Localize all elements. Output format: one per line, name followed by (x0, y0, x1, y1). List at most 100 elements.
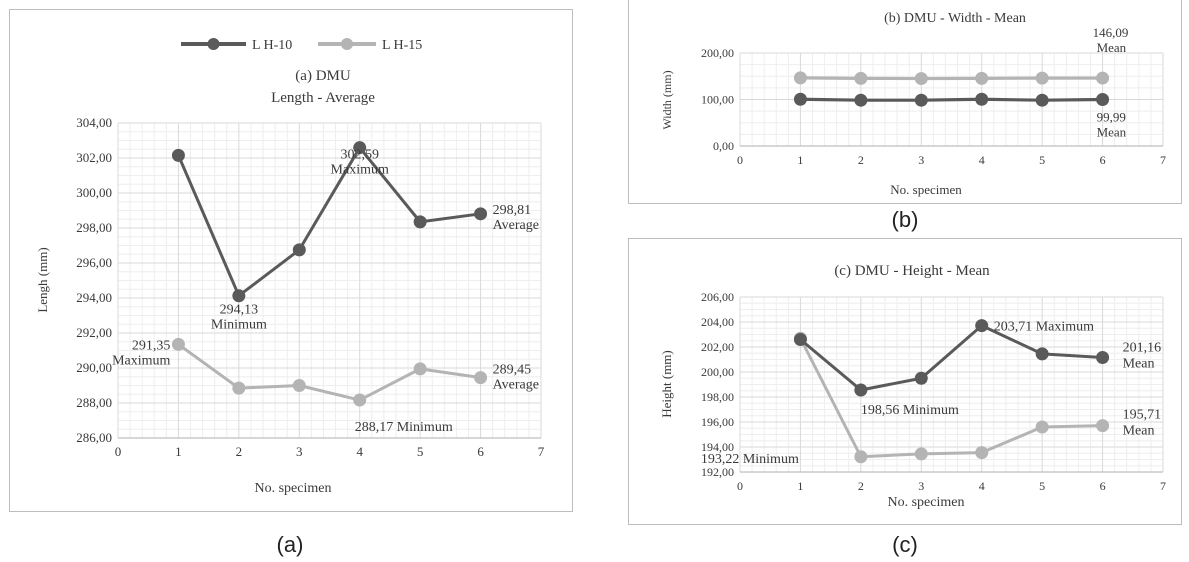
data-point (171, 148, 185, 162)
y-tick-label: 192,00 (701, 465, 734, 479)
data-point (474, 207, 488, 221)
x-axis-label: No. specimen (890, 182, 962, 197)
chart-a: 286,00 288,00 290,00 292,00 294,00 296,00 298,… (35, 38, 545, 496)
data-annotation: Maximum (331, 163, 389, 178)
legend: L H-10 L H-15 (181, 38, 422, 53)
data-annotation: Maximum (112, 353, 170, 368)
y-tick-label: 302,00 (76, 150, 112, 165)
series-line (800, 76, 1103, 81)
legend-label: L H-10 (252, 38, 292, 53)
x-tick-label: 0 (115, 444, 122, 459)
y-tick-label: 206,00 (701, 290, 734, 304)
x-tick-label: 4 (356, 444, 363, 459)
y-tick-label: 202,00 (701, 340, 734, 354)
data-annotation: 298,81 (493, 203, 531, 218)
series-line (799, 337, 1103, 459)
x-tick-label: 0 (737, 479, 743, 493)
caption-c: (c) (892, 532, 918, 557)
x-tick-label: 6 (1100, 153, 1106, 167)
data-point (1035, 347, 1049, 361)
data-annotation: Mean (1097, 40, 1127, 55)
data-point (793, 92, 807, 106)
data-point (854, 71, 868, 85)
caption-b: (b) (891, 207, 919, 232)
data-annotation: 294,13 (220, 303, 259, 318)
series-lh15-a (171, 337, 488, 407)
y-axis-label: Width (mm) (660, 70, 674, 129)
series-lh15-b (793, 71, 1110, 86)
y-tick-label: 288,00 (76, 395, 112, 410)
data-point (232, 381, 246, 395)
x-tick-label: 3 (296, 444, 303, 459)
data-point (793, 71, 807, 85)
data-point (474, 371, 488, 385)
data-point (854, 383, 868, 397)
data-point (292, 379, 306, 392)
data-point (914, 447, 928, 461)
data-point (353, 393, 367, 407)
data-annotation: 198,56 Minimum (861, 403, 959, 418)
x-tick-label: 5 (417, 444, 424, 459)
data-point (914, 72, 928, 86)
data-point (1096, 351, 1110, 364)
data-point (914, 371, 928, 385)
legend-swatch-marker (341, 38, 353, 50)
data-annotation: Mean (1123, 357, 1155, 372)
data-point (793, 333, 807, 346)
data-point (413, 362, 427, 376)
x-tick-label: 3 (918, 479, 924, 493)
data-annotation: 99,99 (1097, 110, 1126, 125)
data-point (232, 289, 246, 303)
chart-title: (c) DMU - Height - Mean (834, 263, 990, 279)
y-axis-label: Lengh (mm) (35, 247, 50, 312)
y-axis-label: Height (mm) (659, 350, 674, 418)
data-point (1035, 71, 1049, 85)
series-lh10-a (171, 141, 488, 303)
chart-a-frame (9, 9, 573, 512)
data-annotation: 288,17 Minimum (355, 420, 453, 435)
x-tick-label: 7 (1160, 479, 1166, 493)
x-tick-label: 6 (477, 444, 484, 459)
x-tick-label: 2 (236, 444, 243, 459)
series-line (177, 146, 481, 298)
data-point (353, 141, 367, 155)
data-point (975, 71, 989, 85)
data-annotation: 302,59 (340, 148, 379, 163)
caption-a: (a) (276, 532, 304, 557)
x-tick-label: 4 (979, 479, 985, 493)
x-axis-label: No. specimen (888, 495, 965, 510)
x-tick-label: 2 (858, 479, 864, 493)
x-tick-label: 5 (1039, 153, 1045, 167)
y-tick-label: 290,00 (76, 360, 112, 375)
legend-label: L H-15 (382, 38, 422, 53)
x-tick-label: 1 (797, 153, 803, 167)
data-annotation: 201,16 (1123, 341, 1162, 356)
data-point (854, 93, 868, 107)
data-annotation: Mean (1097, 125, 1127, 140)
y-tick-label: 196,00 (701, 415, 734, 429)
data-point (854, 450, 868, 464)
x-tick-label: 2 (858, 153, 864, 167)
y-tick-label: 200,00 (701, 365, 734, 379)
x-tick-label: 7 (538, 444, 545, 459)
data-point (413, 215, 427, 229)
y-tick-label: 194,00 (701, 440, 734, 454)
data-point (975, 92, 989, 106)
chart-title: (b) DMU - Width - Mean (884, 11, 1026, 26)
series-line (177, 343, 481, 402)
data-annotation: 195,71 (1123, 408, 1162, 423)
y-tick-label: 300,00 (76, 185, 112, 200)
data-point (171, 337, 185, 351)
grid-a (117, 122, 542, 439)
y-tick-label: 204,00 (701, 315, 734, 329)
data-point (1096, 93, 1110, 107)
data-annotation: 146,09 (1093, 25, 1129, 40)
x-tick-label: 1 (175, 444, 182, 459)
chart-subtitle: Length - Average (271, 90, 375, 106)
data-annotation: 203,71 Maximum (994, 320, 1094, 335)
data-annotation: Mean (1123, 424, 1155, 439)
data-annotation: 291,35 (132, 338, 171, 353)
chart-b-frame (628, 0, 1182, 204)
y-tick-label: 100,00 (701, 93, 734, 107)
x-tick-label: 7 (1160, 153, 1166, 167)
